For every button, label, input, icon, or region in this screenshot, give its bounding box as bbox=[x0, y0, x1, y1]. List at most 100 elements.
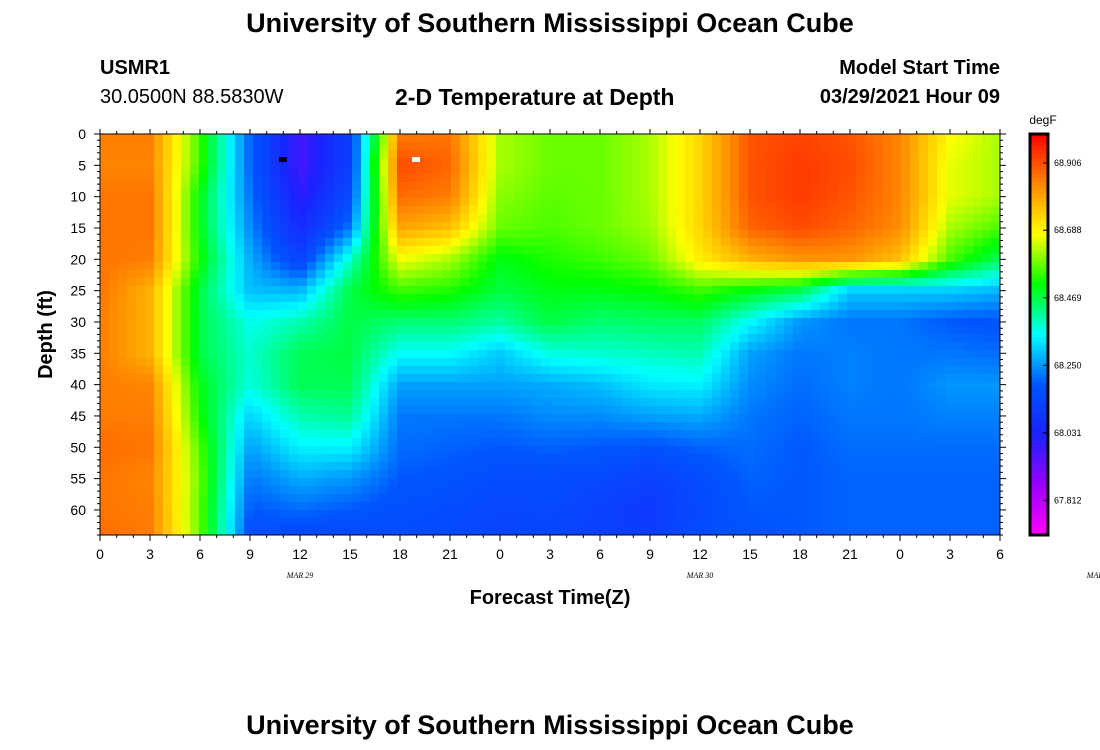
heatmap-cell bbox=[568, 398, 578, 407]
heatmap-cell bbox=[325, 382, 335, 391]
heatmap-cell bbox=[820, 486, 830, 495]
heatmap-cell bbox=[685, 142, 695, 151]
heatmap-cell bbox=[604, 206, 614, 215]
heatmap-cell bbox=[721, 374, 731, 383]
heatmap-cell bbox=[550, 302, 560, 311]
heatmap-cell bbox=[775, 398, 785, 407]
heatmap-cell bbox=[856, 438, 866, 447]
heatmap-cell bbox=[973, 422, 983, 431]
heatmap-cell bbox=[703, 366, 713, 375]
heatmap-cell bbox=[856, 454, 866, 463]
heatmap-cell bbox=[802, 310, 812, 319]
heatmap-cell bbox=[316, 470, 326, 479]
heatmap-cell bbox=[991, 334, 1001, 343]
heatmap-cell bbox=[172, 302, 182, 311]
heatmap-cell bbox=[640, 526, 650, 535]
heatmap-cell bbox=[208, 302, 218, 311]
heatmap-cell bbox=[280, 502, 290, 511]
heatmap-cell bbox=[874, 502, 884, 511]
heatmap-cell bbox=[451, 262, 461, 271]
heatmap-cell bbox=[667, 142, 677, 151]
heatmap-cell bbox=[433, 318, 443, 327]
heatmap-cell bbox=[352, 310, 362, 319]
heatmap-cell bbox=[460, 478, 470, 487]
heatmap-cell bbox=[892, 510, 902, 519]
heatmap-cell bbox=[676, 238, 686, 247]
heatmap-cell bbox=[523, 158, 533, 167]
heatmap-cell bbox=[910, 390, 920, 399]
heatmap-cell bbox=[136, 190, 146, 199]
heatmap-cell bbox=[775, 222, 785, 231]
heatmap-cell bbox=[658, 446, 668, 455]
heatmap-cell bbox=[541, 342, 551, 351]
heatmap-cell bbox=[649, 430, 659, 439]
heatmap-cell bbox=[487, 270, 497, 279]
heatmap-cell bbox=[469, 438, 479, 447]
heatmap-cell bbox=[487, 446, 497, 455]
heatmap-cell bbox=[775, 182, 785, 191]
heatmap-cell bbox=[370, 470, 380, 479]
heatmap-cell bbox=[568, 230, 578, 239]
heatmap-cell bbox=[505, 390, 515, 399]
heatmap-cell bbox=[361, 406, 371, 415]
heatmap-cell bbox=[505, 334, 515, 343]
heatmap-cell bbox=[181, 470, 191, 479]
heatmap-cell bbox=[370, 238, 380, 247]
heatmap-cell bbox=[181, 390, 191, 399]
heatmap-cell bbox=[622, 190, 632, 199]
heatmap-cell bbox=[640, 142, 650, 151]
heatmap-cell bbox=[595, 486, 605, 495]
heatmap-cell bbox=[361, 398, 371, 407]
heatmap-cell bbox=[658, 278, 668, 287]
heatmap-cell bbox=[937, 406, 947, 415]
heatmap-cell bbox=[937, 494, 947, 503]
heatmap-cell bbox=[370, 438, 380, 447]
heatmap-cell bbox=[199, 366, 209, 375]
heatmap-cell bbox=[685, 326, 695, 335]
heatmap-cell bbox=[730, 142, 740, 151]
heatmap-cell bbox=[586, 238, 596, 247]
heatmap-cell bbox=[397, 470, 407, 479]
heatmap-cell bbox=[244, 502, 254, 511]
heatmap-cell bbox=[694, 478, 704, 487]
heatmap-cell bbox=[604, 166, 614, 175]
heatmap-cell bbox=[856, 422, 866, 431]
heatmap-cell bbox=[937, 446, 947, 455]
heatmap-cell bbox=[451, 494, 461, 503]
heatmap-cell bbox=[685, 278, 695, 287]
heatmap-cell bbox=[514, 302, 524, 311]
heatmap-cell bbox=[325, 342, 335, 351]
heatmap-cell bbox=[964, 222, 974, 231]
heatmap-cell bbox=[271, 438, 281, 447]
heatmap-cell bbox=[145, 366, 155, 375]
heatmap-cell bbox=[973, 270, 983, 279]
heatmap-cell bbox=[397, 422, 407, 431]
heatmap-cell bbox=[640, 334, 650, 343]
heatmap-cell bbox=[433, 214, 443, 223]
heatmap-cell bbox=[874, 254, 884, 263]
heatmap-cell bbox=[703, 438, 713, 447]
heatmap-cell bbox=[892, 134, 902, 143]
heatmap-cell bbox=[190, 502, 200, 511]
heatmap-cell bbox=[550, 158, 560, 167]
heatmap-cell bbox=[298, 518, 308, 527]
heatmap-cell bbox=[622, 390, 632, 399]
heatmap-cell bbox=[424, 342, 434, 351]
heatmap-cell bbox=[271, 422, 281, 431]
heatmap-cell bbox=[271, 518, 281, 527]
heatmap-cell bbox=[847, 502, 857, 511]
heatmap-cell bbox=[424, 326, 434, 335]
heatmap-cell bbox=[856, 358, 866, 367]
heatmap-cell bbox=[577, 358, 587, 367]
heatmap-cell bbox=[883, 150, 893, 159]
heatmap-cell bbox=[343, 302, 353, 311]
heatmap-cell bbox=[766, 270, 776, 279]
heatmap-cell bbox=[550, 166, 560, 175]
heatmap-cell bbox=[694, 502, 704, 511]
heatmap-cell bbox=[568, 382, 578, 391]
heatmap-cell bbox=[667, 470, 677, 479]
heatmap-cell bbox=[613, 382, 623, 391]
heatmap-cell bbox=[685, 454, 695, 463]
heatmap-cell bbox=[640, 278, 650, 287]
heatmap-cell bbox=[568, 310, 578, 319]
